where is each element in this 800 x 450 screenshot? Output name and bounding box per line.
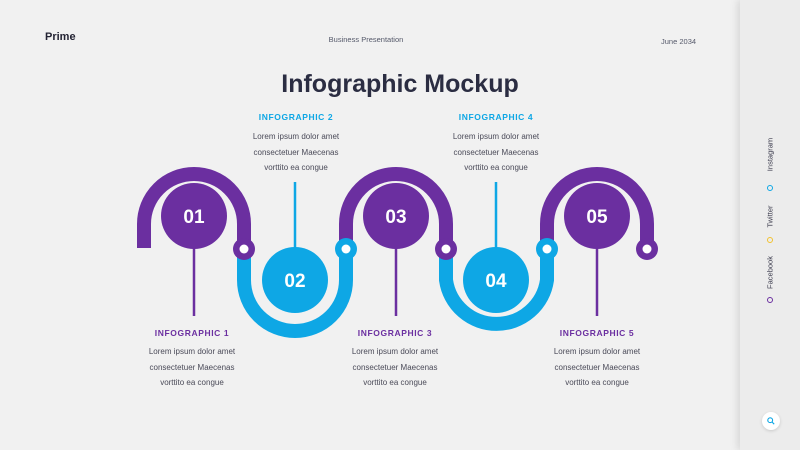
step-desc-05-line1: Lorem ipsum dolor amet [553, 347, 641, 356]
step-number-04: 04 [485, 271, 507, 292]
social-link-instagram[interactable]: Instagram [765, 137, 775, 172]
arc-05 [540, 167, 654, 248]
step-description-01: Lorem ipsum dolor amet consectetuer Maec… [117, 344, 267, 391]
instagram-dot-icon [767, 185, 773, 191]
step-number-03: 03 [385, 207, 406, 228]
right-sidebar: Instagram Twitter Facebook [740, 0, 800, 450]
step-desc-04-line1: Lorem ipsum dolor amet [452, 132, 540, 141]
joint-ring-4-hole [542, 244, 552, 254]
timeline-diagram: 01 02 03 04 05 [137, 167, 658, 338]
step-desc-04-line3: vorttito ea congue [464, 163, 528, 172]
step-circle-05 [564, 183, 630, 249]
step-desc-02-line2: consectetuer Maecenas [253, 147, 339, 157]
step-heading-02: INFOGRAPHIC 2 [258, 112, 334, 122]
step-desc-03-line3: vorttito ea congue [363, 378, 427, 387]
step-heading-01: INFOGRAPHIC 1 [154, 328, 230, 338]
joint-ring-1-hole [239, 244, 249, 254]
search-button[interactable] [762, 412, 780, 430]
search-icon [767, 417, 775, 425]
step-number-05: 05 [586, 207, 608, 228]
step-desc-05-line3: vorttito ea congue [565, 378, 629, 387]
step-number-02: 02 [284, 271, 305, 292]
step-number-01: 01 [183, 207, 205, 228]
step-description-05: Lorem ipsum dolor amet consectetuer Maec… [522, 344, 672, 391]
step-circle-04 [463, 247, 529, 313]
step-desc-01-line3: vorttito ea congue [160, 378, 224, 387]
step-desc-02-line3: vorttito ea congue [264, 163, 328, 172]
arc-03 [339, 167, 453, 248]
step-heading-03: INFOGRAPHIC 3 [357, 328, 433, 338]
step-desc-03-line2: consectetuer Maecenas [352, 362, 438, 372]
arc-04 [439, 249, 554, 331]
presentation-subtitle: Business Presentation [328, 35, 404, 44]
brand-logo: Prime [45, 31, 76, 43]
arc-02 [237, 249, 353, 338]
step-circle-02 [262, 247, 328, 313]
twitter-dot-icon [767, 237, 773, 243]
arc-01 [137, 167, 251, 248]
presentation-date: June 2034 [661, 37, 697, 46]
step-desc-01-line1: Lorem ipsum dolor amet [148, 347, 236, 356]
step-heading-04: INFOGRAPHIC 4 [458, 112, 534, 122]
step-desc-04-line2: consectetuer Maecenas [453, 147, 539, 157]
step-desc-02-line1: Lorem ipsum dolor amet [252, 132, 340, 141]
step-circle-01 [161, 183, 227, 249]
step-desc-03-line1: Lorem ipsum dolor amet [351, 347, 439, 356]
step-description-03: Lorem ipsum dolor amet consectetuer Maec… [320, 344, 470, 391]
step-circle-03 [363, 183, 429, 249]
step-description-04: Lorem ipsum dolor amet consectetuer Maec… [421, 129, 571, 176]
page-title: Infographic Mockup [281, 70, 519, 98]
joint-ring-2-hole [341, 244, 351, 254]
step-heading-05: INFOGRAPHIC 5 [559, 328, 635, 338]
facebook-dot-icon [767, 297, 773, 303]
step-description-02: Lorem ipsum dolor amet consectetuer Maec… [221, 129, 371, 176]
joint-ring-5-hole [642, 244, 652, 254]
step-desc-05-line2: consectetuer Maecenas [554, 362, 640, 372]
joint-ring-3-hole [441, 244, 451, 254]
step-desc-01-line2: consectetuer Maecenas [149, 362, 235, 372]
